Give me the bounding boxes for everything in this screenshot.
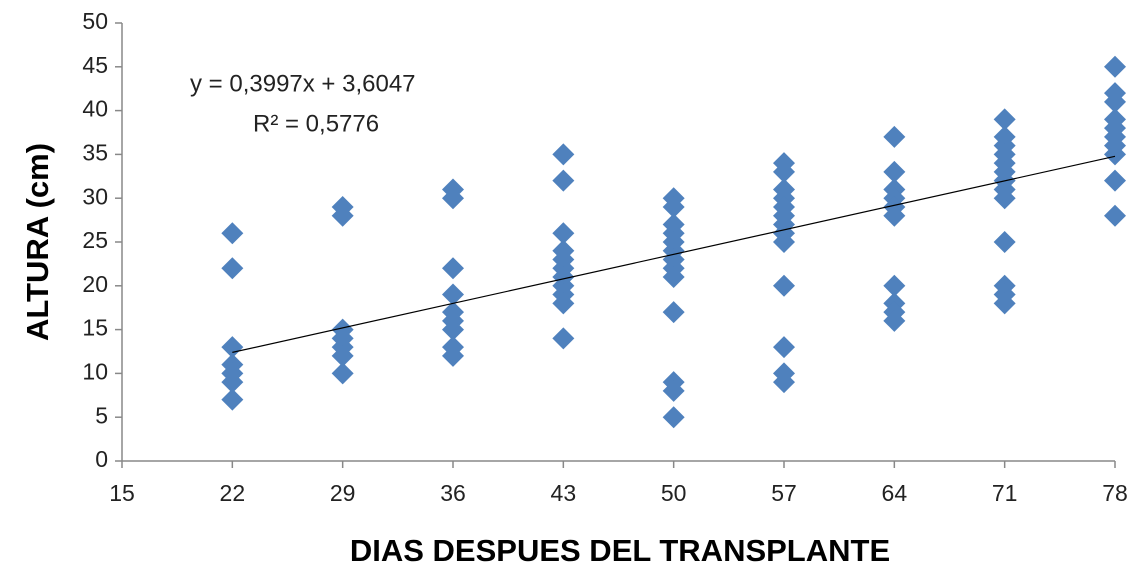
point bbox=[662, 266, 685, 289]
x-tick-label: 43 bbox=[551, 480, 577, 506]
x-tick-label: 22 bbox=[220, 480, 246, 506]
y-tick-label: 45 bbox=[82, 52, 108, 78]
x-tick-label: 36 bbox=[440, 480, 466, 506]
point bbox=[883, 309, 906, 332]
point bbox=[993, 108, 1016, 131]
point bbox=[662, 301, 685, 324]
x-tick-label: 64 bbox=[882, 480, 908, 506]
point bbox=[993, 292, 1016, 315]
y-axis-title: ALTURA (cm) bbox=[20, 143, 55, 341]
point bbox=[442, 318, 464, 341]
point bbox=[221, 222, 244, 245]
trendline bbox=[232, 155, 1116, 353]
point bbox=[1104, 143, 1126, 166]
x-axis-title: DIAS DESPUES DEL TRANSPLANTE bbox=[350, 533, 890, 568]
trendline-equation: y = 0,3997x + 3,6047 bbox=[190, 70, 416, 97]
y-tick-label: 30 bbox=[82, 183, 108, 209]
point bbox=[993, 187, 1016, 210]
point bbox=[1104, 90, 1126, 113]
x-tick-label: 29 bbox=[330, 480, 356, 506]
point bbox=[552, 143, 575, 166]
point bbox=[331, 344, 354, 367]
r-squared: R² = 0,5776 bbox=[253, 110, 379, 137]
point bbox=[221, 371, 244, 394]
x-tick-label: 50 bbox=[661, 480, 687, 506]
point bbox=[993, 231, 1016, 253]
x-tick-label: 78 bbox=[1102, 480, 1128, 506]
point bbox=[662, 379, 685, 402]
y-tick-label: 35 bbox=[82, 139, 108, 165]
y-tick-label: 10 bbox=[82, 358, 108, 384]
point bbox=[442, 257, 464, 280]
point bbox=[221, 336, 244, 359]
point bbox=[552, 292, 575, 315]
point bbox=[883, 274, 906, 297]
point bbox=[773, 231, 795, 253]
y-tick-label: 0 bbox=[95, 446, 108, 472]
point bbox=[552, 169, 575, 192]
point bbox=[1104, 204, 1126, 227]
y-tick-label: 15 bbox=[82, 315, 108, 341]
point bbox=[773, 371, 795, 394]
point bbox=[221, 388, 244, 411]
point bbox=[552, 222, 575, 245]
point bbox=[883, 160, 906, 183]
point bbox=[221, 257, 244, 280]
y-tick-label: 40 bbox=[82, 96, 108, 122]
point bbox=[442, 187, 464, 210]
y-tick-label: 20 bbox=[82, 271, 108, 297]
y-tick-label: 25 bbox=[82, 227, 108, 253]
y-tick-label: 50 bbox=[82, 8, 108, 34]
point bbox=[662, 406, 685, 429]
point bbox=[1104, 55, 1126, 78]
y-tick-label: 5 bbox=[95, 402, 108, 428]
point bbox=[552, 327, 575, 350]
point bbox=[883, 125, 906, 148]
point bbox=[442, 344, 464, 367]
point bbox=[883, 204, 906, 227]
point bbox=[331, 204, 354, 227]
point bbox=[662, 195, 685, 218]
point bbox=[773, 274, 795, 297]
point bbox=[331, 362, 354, 385]
point bbox=[1104, 169, 1126, 192]
x-tick-label: 57 bbox=[771, 480, 797, 506]
x-tick-label: 71 bbox=[992, 480, 1018, 506]
point bbox=[773, 160, 795, 183]
point bbox=[773, 336, 795, 359]
x-tick-label: 15 bbox=[109, 480, 135, 506]
point bbox=[442, 283, 464, 306]
